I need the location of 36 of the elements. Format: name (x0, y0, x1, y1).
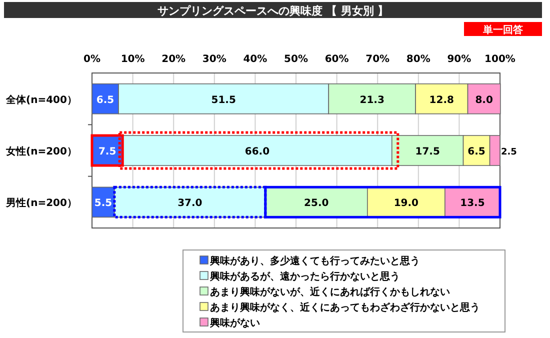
data-label: 21.3 (360, 94, 384, 106)
legend-label: あまり興味がないが、近くにあれば行くかもしれない (210, 286, 450, 298)
legend-label: あまり興味がなく、近くにあってもわざわざ行かないと思う (210, 302, 480, 314)
legend-label: 興味があり、多少遠くても行ってみたいと思う (209, 255, 420, 267)
data-label: 5.5 (94, 198, 112, 210)
data-label: 6.5 (468, 146, 486, 158)
data-label: 7.5 (98, 146, 116, 158)
legend-label: 興味があるが、遠かったら行かないと思う (209, 270, 400, 282)
data-label: 37.0 (178, 198, 202, 210)
legend-label: 興味がない (209, 317, 260, 329)
x-tick-label: 20% (162, 54, 186, 65)
x-tick-label: 60% (324, 54, 349, 65)
data-label: 12.8 (429, 94, 454, 106)
data-label: 66.0 (244, 146, 270, 158)
data-label: 2.5 (501, 148, 517, 158)
x-tick-label: 80% (406, 54, 430, 65)
data-label: 8.0 (475, 94, 493, 106)
x-tick-label: 50% (284, 54, 308, 65)
x-tick-label: 30% (202, 54, 226, 65)
y-tick-label: 女性(n=200） (5, 146, 77, 158)
data-label: 17.5 (415, 146, 440, 158)
text: 単一回答 (482, 24, 524, 36)
data-label: 51.5 (211, 94, 236, 106)
data-label: 19.0 (394, 198, 419, 210)
x-tick-label: 40% (243, 54, 268, 65)
y-tick-label: 全体(n=400） (5, 94, 77, 106)
chart-title: サンプリングスペースへの興味度 【 男女別 】 (157, 4, 389, 18)
y-tick-label: 男性(n=200） (5, 197, 77, 210)
data-label: 6.5 (96, 94, 114, 106)
x-tick-label: 70% (366, 54, 390, 65)
x-tick-label: 100% (484, 54, 516, 65)
data-label: 13.5 (460, 198, 485, 210)
x-tick-label: 0% (84, 54, 100, 65)
x-tick-label: 10% (120, 54, 145, 65)
x-tick-label: 90% (447, 54, 472, 65)
data-label: 25.0 (304, 198, 329, 210)
